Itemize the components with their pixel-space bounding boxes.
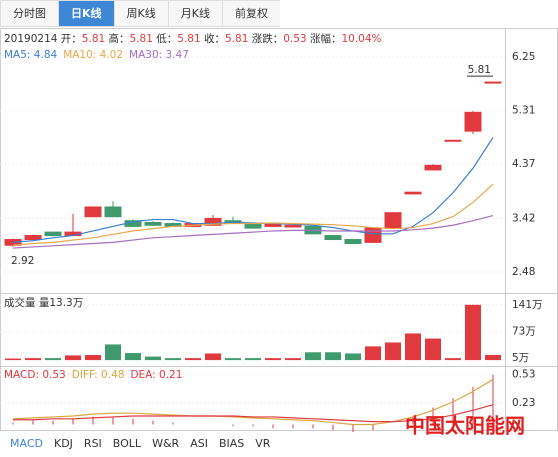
candle-body <box>344 239 362 245</box>
tab[interactable]: 分时图 <box>0 0 58 27</box>
volume-title: 成交量 量13.3万 <box>4 296 83 309</box>
volume-bar <box>405 333 421 361</box>
y-tick-label: 141万 <box>512 299 543 311</box>
volume-bar <box>45 358 61 361</box>
info-label: 涨跌： <box>251 33 284 45</box>
indicator-tab[interactable]: ASI <box>190 437 208 450</box>
volume-bar <box>5 358 21 361</box>
indicator-tab[interactable]: BIAS <box>218 437 245 450</box>
indicator-tab[interactable]: VR <box>255 437 271 450</box>
tab[interactable]: 前复权 <box>221 0 280 27</box>
candle-body <box>84 206 102 218</box>
line <box>12 378 494 426</box>
candle-body <box>104 206 122 218</box>
volume-bar <box>25 358 41 361</box>
indicator-tab[interactable]: BOLL <box>112 437 142 450</box>
period-tabs: 分时图 日K线 周K线 月K线 前复权 <box>0 0 280 27</box>
indicator-tab[interactable]: W&R <box>152 437 180 450</box>
candle-body <box>44 231 62 237</box>
tab[interactable]: 日K线 <box>58 0 114 27</box>
volume-bar <box>125 353 141 361</box>
volume-bar <box>445 358 461 361</box>
info-label: 低： <box>156 33 178 45</box>
indicator-tab[interactable]: KDJ <box>53 437 73 450</box>
volume-bar <box>85 355 101 361</box>
y-tick-label: 5.31 <box>512 105 535 117</box>
date: 20190214 <box>4 33 58 45</box>
indicator-tab[interactable]: MACD <box>10 437 43 450</box>
volume-bar <box>285 358 301 361</box>
candle-body <box>464 111 482 132</box>
y-tick-label: 2.48 <box>512 266 535 278</box>
candle-body <box>144 221 162 226</box>
watermark: 中国太阳能网 <box>405 414 525 438</box>
candle-body <box>204 217 222 226</box>
low-label: 2.92 <box>11 255 34 267</box>
tab[interactable]: 月K线 <box>167 0 222 27</box>
volume-bar <box>265 358 281 361</box>
y-tick-label: 6.25 <box>512 51 535 63</box>
volume-bar <box>485 354 501 361</box>
legend-entry: MA10: 4.02 <box>63 49 123 61</box>
y-tick-label: 4.37 <box>512 158 535 170</box>
volume-bar <box>185 358 201 361</box>
tab[interactable]: 周K线 <box>113 0 168 27</box>
legend-entry: MA30: 3.47 <box>129 49 189 61</box>
indicator-tabs: MACD KDJ RSI BOLL W&R ASI BIAS VR <box>10 437 270 450</box>
line <box>13 404 494 423</box>
candle-body <box>324 235 342 241</box>
volume-bar <box>205 353 221 361</box>
y-tick-label: 0.23 <box>512 397 535 409</box>
info-value: 0.53 <box>283 33 307 45</box>
y-tick-label: 0.53 <box>512 369 535 381</box>
volume-bar <box>145 356 161 361</box>
volume-bar <box>165 358 181 361</box>
line <box>12 183 494 246</box>
y-tick-label: 3.42 <box>512 212 535 224</box>
info-label: 开： <box>60 33 82 45</box>
legend-entry: DIFF: 0.48 <box>72 369 125 381</box>
candle-body <box>284 224 302 228</box>
candle-body <box>24 235 42 241</box>
info-value: 5.81 <box>81 33 106 45</box>
legend-entry: DEA: 0.21 <box>130 369 182 381</box>
volume-bar <box>245 358 261 361</box>
candle-body <box>444 139 462 142</box>
volume-bar <box>105 344 121 361</box>
volume-bar <box>465 304 481 361</box>
info-value: 5.81 <box>225 33 249 45</box>
candle-body <box>384 212 402 229</box>
info-value: 10.04% <box>341 33 382 45</box>
volume-bar <box>65 355 81 361</box>
candle-body <box>244 223 262 229</box>
volume-bar <box>325 352 341 361</box>
info-value: 5.81 <box>177 33 201 45</box>
candle-body <box>484 81 502 84</box>
legend-entry: MACD: 0.53 <box>4 369 66 381</box>
info-line: 20190214 开：5.81 高：5.81 低：5.81 收：5.81 涨跌：… <box>4 31 382 46</box>
volume-bar <box>425 338 441 361</box>
info-label: 收： <box>204 33 225 45</box>
legend-entry: MA5: 4.84 <box>4 49 57 61</box>
high-label: 5.81 <box>468 64 491 76</box>
candle-body <box>364 227 382 243</box>
volume-bar <box>305 352 321 361</box>
volume-bar <box>365 346 381 361</box>
volume-bar <box>385 342 401 361</box>
candle-body <box>264 223 282 227</box>
volume-bar <box>225 358 241 361</box>
volume-bar <box>345 353 361 361</box>
info-label: 高： <box>108 33 130 45</box>
indicator-tab[interactable]: RSI <box>83 437 102 450</box>
y-tick-label: 73万 <box>512 325 536 337</box>
info-label: 涨幅： <box>309 33 342 45</box>
candle-body <box>404 191 422 195</box>
info-value: 5.81 <box>129 33 153 45</box>
candle-body <box>424 164 442 171</box>
line <box>12 214 494 249</box>
y-tick-label: 5万 <box>512 352 529 364</box>
